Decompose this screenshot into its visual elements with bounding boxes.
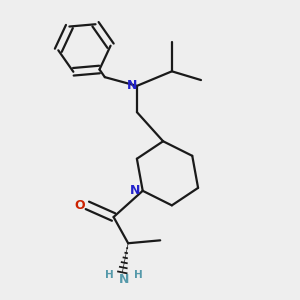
Text: N: N xyxy=(130,184,141,197)
Text: H: H xyxy=(134,270,143,280)
Text: N: N xyxy=(127,80,138,92)
Text: N: N xyxy=(118,273,129,286)
Text: H: H xyxy=(105,270,114,280)
Text: O: O xyxy=(75,199,86,212)
